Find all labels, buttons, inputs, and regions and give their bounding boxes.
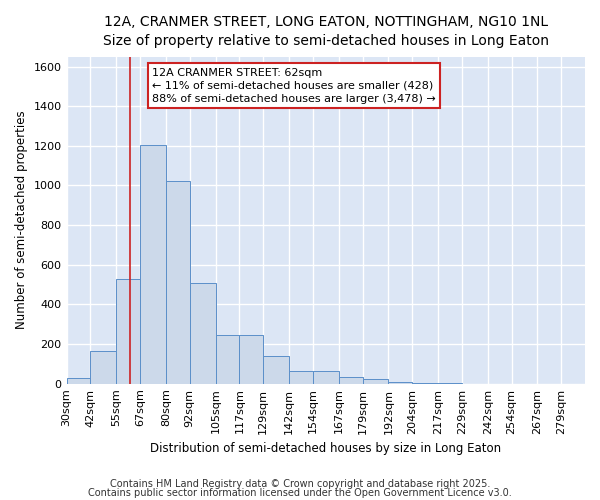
Title: 12A, CRANMER STREET, LONG EATON, NOTTINGHAM, NG10 1NL
Size of property relative : 12A, CRANMER STREET, LONG EATON, NOTTING… — [103, 15, 549, 48]
Bar — [412, 382, 438, 384]
Bar — [362, 380, 388, 384]
Bar — [263, 356, 289, 384]
Text: Contains public sector information licensed under the Open Government Licence v3: Contains public sector information licen… — [88, 488, 512, 498]
Bar — [388, 382, 412, 384]
Bar — [116, 279, 140, 384]
Bar — [67, 378, 91, 384]
Bar — [239, 334, 263, 384]
Bar — [215, 334, 239, 384]
Y-axis label: Number of semi-detached properties: Number of semi-detached properties — [15, 111, 28, 330]
Bar — [140, 145, 166, 384]
Bar — [166, 180, 190, 384]
Text: Contains HM Land Registry data © Crown copyright and database right 2025.: Contains HM Land Registry data © Crown c… — [110, 479, 490, 489]
Bar — [313, 371, 338, 384]
X-axis label: Distribution of semi-detached houses by size in Long Eaton: Distribution of semi-detached houses by … — [150, 442, 502, 455]
Bar — [190, 283, 215, 384]
Bar — [338, 378, 362, 384]
Bar — [289, 371, 313, 384]
Text: 12A CRANMER STREET: 62sqm
← 11% of semi-detached houses are smaller (428)
88% of: 12A CRANMER STREET: 62sqm ← 11% of semi-… — [152, 68, 436, 104]
Bar — [91, 352, 116, 384]
